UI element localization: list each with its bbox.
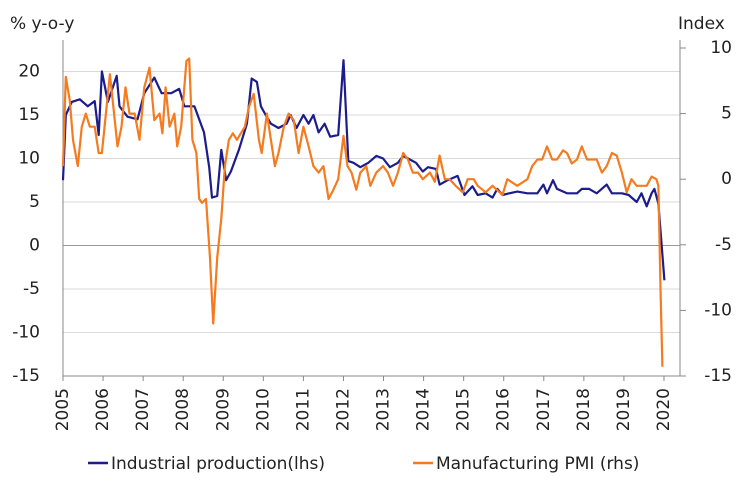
y2-tick-label: 0	[721, 169, 732, 189]
y2-tick-label: -15	[704, 366, 732, 386]
x-tick-label: 2011	[293, 388, 313, 431]
y-tick-label: -15	[12, 366, 40, 386]
x-tick-label: 2015	[454, 388, 474, 431]
x-tick-label: 2017	[534, 388, 554, 431]
x-tick-label: 2007	[133, 388, 153, 431]
y2-tick-label: 5	[721, 104, 732, 124]
x-tick-label: 2018	[574, 388, 594, 431]
x-tick-label: 2006	[93, 388, 113, 431]
x-tick-label: 2010	[253, 388, 273, 431]
legend-label: Manufacturing PMI (rhs)	[436, 454, 639, 474]
y2-tick-label: 10	[710, 38, 732, 58]
y-tick-label: 15	[18, 105, 40, 125]
y-tick-label: 20	[18, 61, 40, 81]
x-tick-label: 2014	[414, 388, 434, 431]
y-tick-label: 5	[29, 192, 40, 212]
x-tick-label: 2008	[173, 388, 193, 431]
series-line	[61, 57, 664, 367]
x-tick-label: 2019	[614, 388, 634, 431]
y-tick-label: -10	[12, 322, 40, 342]
legend-label: Industrial production(lhs)	[111, 454, 325, 474]
x-tick-label: 2016	[494, 388, 514, 431]
x-tick-label: 2009	[213, 388, 233, 431]
x-tick-label: 2013	[374, 388, 394, 431]
x-tick-label: 2012	[333, 388, 353, 431]
x-tick-label: 2005	[53, 388, 73, 431]
y2-tick-label: -10	[704, 300, 732, 320]
y2-axis-label: Index	[678, 14, 725, 34]
y-axis-label: % y-o-y	[10, 14, 74, 34]
y-tick-label: -5	[23, 279, 40, 299]
x-tick-label: 2020	[654, 388, 674, 431]
y-tick-label: 0	[29, 235, 40, 255]
y2-tick-label: -5	[715, 235, 732, 255]
y-tick-label: 10	[18, 148, 40, 168]
